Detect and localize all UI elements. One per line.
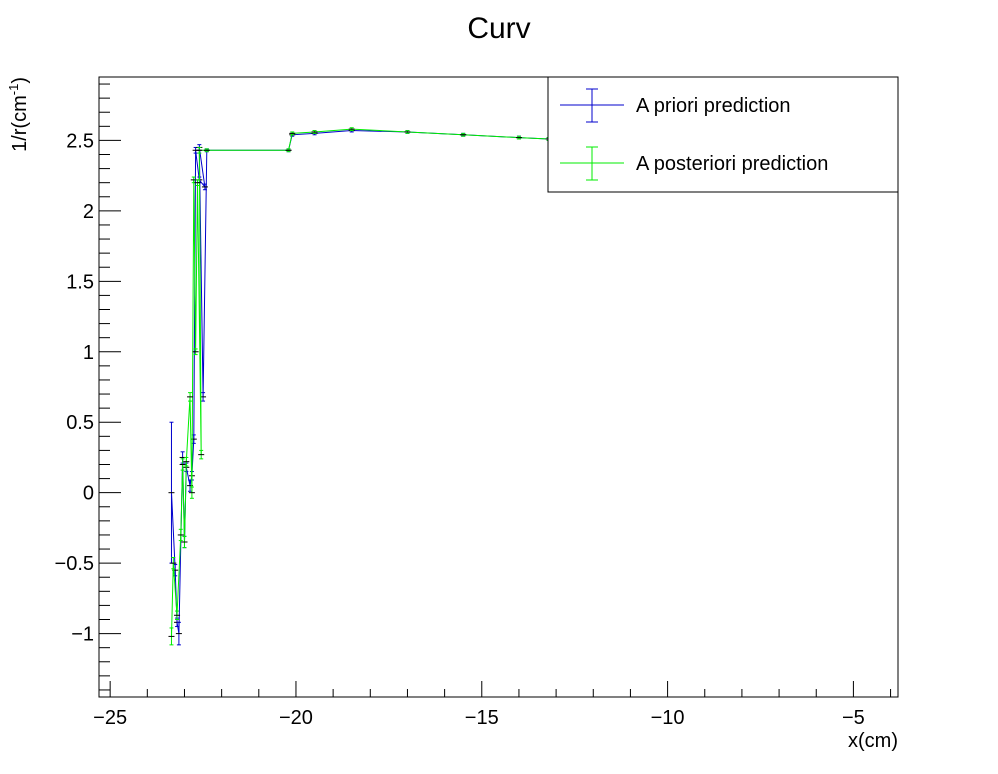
legend-box	[547, 76, 899, 193]
y-tick-label: 0.5	[66, 412, 94, 434]
y-tick-label: 1	[83, 342, 94, 364]
data-point	[198, 449, 205, 460]
series-0	[168, 128, 552, 646]
legend: A priori prediction A posteriori predict…	[547, 76, 899, 193]
data-point	[289, 131, 296, 136]
data-point	[175, 621, 182, 646]
y-axis-title: 1/r(cm-1)	[6, 77, 31, 152]
series-1	[168, 127, 552, 646]
data-point	[183, 456, 190, 467]
x-tick-label: −5	[842, 707, 865, 729]
data-point	[348, 127, 355, 132]
data-point	[187, 392, 194, 402]
data-point	[203, 148, 210, 153]
data-point	[311, 130, 318, 134]
data-point	[196, 146, 203, 154]
data-point	[460, 132, 467, 137]
data-point	[170, 557, 177, 570]
data-point	[181, 535, 188, 549]
y-tick-label: 2	[83, 201, 94, 223]
x-tick-label: −20	[279, 707, 313, 729]
data-point	[285, 148, 292, 153]
y-tick-label: −0.5	[55, 553, 94, 575]
data-point	[168, 627, 175, 646]
series-layer	[168, 127, 552, 646]
data-point	[192, 348, 199, 356]
data-point	[515, 135, 522, 140]
axis-layer: −25 −20 −15 −10 −5 −1 −0.5 0 0.5 1 1.5 2 2.5	[55, 83, 892, 729]
data-point	[179, 458, 186, 471]
series-line	[171, 129, 549, 634]
y-tick-label: 0	[83, 483, 94, 505]
x-tick-label: −25	[93, 707, 127, 729]
legend-entry-a-priori: A priori prediction	[560, 88, 791, 123]
series-line	[171, 128, 549, 637]
data-point	[404, 130, 411, 134]
data-point	[201, 183, 208, 191]
x-axis-title: x(cm)	[848, 730, 898, 752]
data-point	[194, 179, 201, 186]
data-point	[188, 486, 195, 499]
plot-frame	[98, 76, 899, 698]
data-point	[177, 528, 184, 542]
y-tick-label: 2.5	[66, 130, 94, 152]
data-point	[174, 610, 181, 620]
data-point	[190, 434, 197, 444]
legend-label: A posteriori prediction	[636, 153, 828, 175]
x-tick-label: −15	[465, 707, 499, 729]
y-tick-label: 1.5	[66, 271, 94, 293]
y-tick-label: −1	[71, 624, 94, 646]
legend-label: A priori prediction	[636, 95, 791, 117]
legend-entry-a-posteriori: A posteriori prediction	[560, 146, 828, 181]
chart-title: Curv	[467, 12, 530, 45]
x-tick-label: −10	[651, 707, 685, 729]
